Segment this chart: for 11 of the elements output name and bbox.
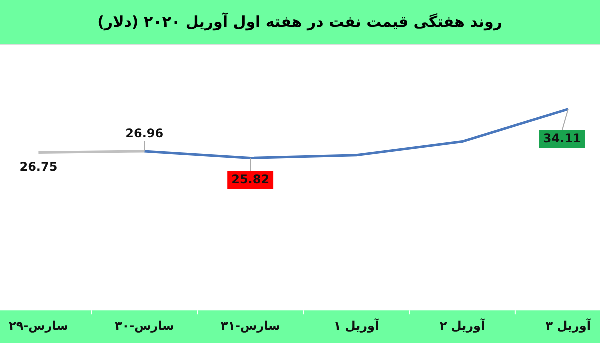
data-label: 34.11 xyxy=(543,131,582,146)
data-label: 26.75 xyxy=(20,160,58,174)
x-tick-label: ۱ آوریل xyxy=(334,318,380,333)
x-tick-label: ۲۹-سارس xyxy=(8,318,68,333)
x-tick-label: ۳۰-سارس xyxy=(114,318,174,333)
x-tick-label: ۲ آوریل xyxy=(440,318,486,333)
data-label: 26.96 xyxy=(126,126,164,141)
x-tick-label: ۳ آوریل xyxy=(546,318,592,333)
data-label: 25.82 xyxy=(232,172,270,186)
x-tick-label: ۳۱-سارس xyxy=(220,318,280,333)
chart-title: روند هفتگی قیمت نفت در هفته اول آوریل ۲۰۲۰ (دلار) xyxy=(0,0,600,45)
